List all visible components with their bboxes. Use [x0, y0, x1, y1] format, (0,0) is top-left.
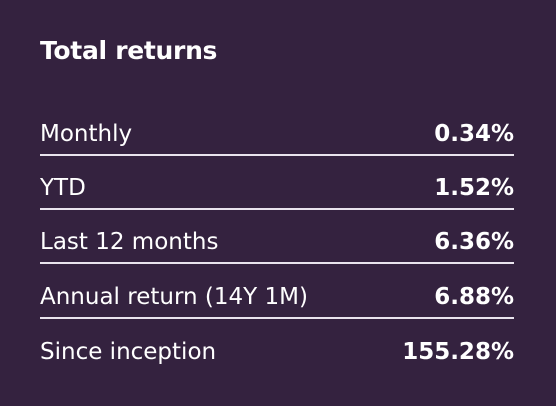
row-label: Last 12 months [40, 229, 219, 255]
return-row: Since inception 155.28% [40, 332, 514, 372]
card-title: Total returns [40, 36, 218, 65]
row-value: 6.36% [434, 229, 514, 255]
return-row: Monthly 0.34% [40, 114, 514, 156]
row-value: 0.34% [434, 121, 514, 147]
row-value: 6.88% [434, 284, 514, 310]
row-value: 155.28% [402, 339, 514, 365]
row-label: Annual return (14Y 1M) [40, 284, 308, 310]
row-label: Since inception [40, 339, 217, 365]
row-value: 1.52% [434, 175, 514, 201]
return-row: YTD 1.52% [40, 168, 514, 210]
row-label: Monthly [40, 121, 133, 147]
row-label: YTD [40, 175, 86, 201]
return-row: Last 12 months 6.36% [40, 222, 514, 264]
return-row: Annual return (14Y 1M) 6.88% [40, 277, 514, 319]
